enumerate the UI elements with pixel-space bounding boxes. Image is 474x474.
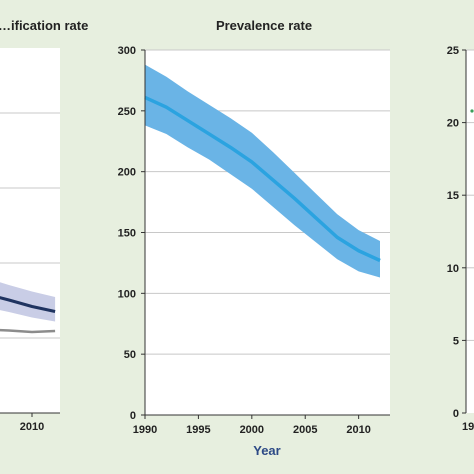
prevalence-x-tick-label: 2000 (240, 424, 264, 436)
left-line-secondary (0, 328, 56, 334)
left-x-tick-label: 2010 (20, 421, 44, 433)
right-y-tick-label: 5 (453, 335, 459, 347)
right-y-tick-label: 0 (453, 408, 459, 420)
prevalence-y-tick-label: 250 (118, 106, 136, 118)
prevalence-x-tick-label: 1995 (186, 424, 210, 436)
prevalence-x-tick-label: 1990 (133, 424, 157, 436)
prevalence-y-tick-label: 150 (118, 228, 136, 240)
prevalence-y-tick-label: 200 (118, 167, 136, 179)
left-confidence-band (0, 282, 56, 322)
prevalence-y-tick-label: 100 (118, 288, 136, 300)
prevalence-x-tick-label: 2005 (293, 424, 317, 436)
prevalence-y-tick-label: 50 (124, 349, 136, 361)
right-chart: 0 5 10 15 20 25 199 (447, 45, 474, 433)
right-x-tick-label: 199 (462, 421, 474, 433)
prevalence-x-axis-label: Year (253, 443, 280, 458)
prevalence-y-tick-label: 0 (130, 410, 136, 422)
left-chart-title: …ification rate (0, 18, 88, 33)
prevalence-y-tick-label: 300 (118, 45, 136, 57)
right-y-tick-label: 20 (447, 118, 459, 130)
left-line-primary (0, 296, 56, 313)
right-y-tick-label: 25 (447, 45, 459, 57)
right-y-tick-label: 10 (447, 263, 459, 275)
prevalence-chart-title: Prevalence rate (216, 18, 312, 33)
right-data-point (470, 109, 474, 113)
right-y-tick-label: 15 (447, 190, 459, 202)
prevalence-line (144, 95, 381, 263)
right-plot-area (466, 50, 474, 413)
left-plot-area (0, 48, 60, 413)
prevalence-x-tick-label: 2010 (346, 424, 370, 436)
left-chart: 2010 …ification rate (0, 18, 88, 433)
